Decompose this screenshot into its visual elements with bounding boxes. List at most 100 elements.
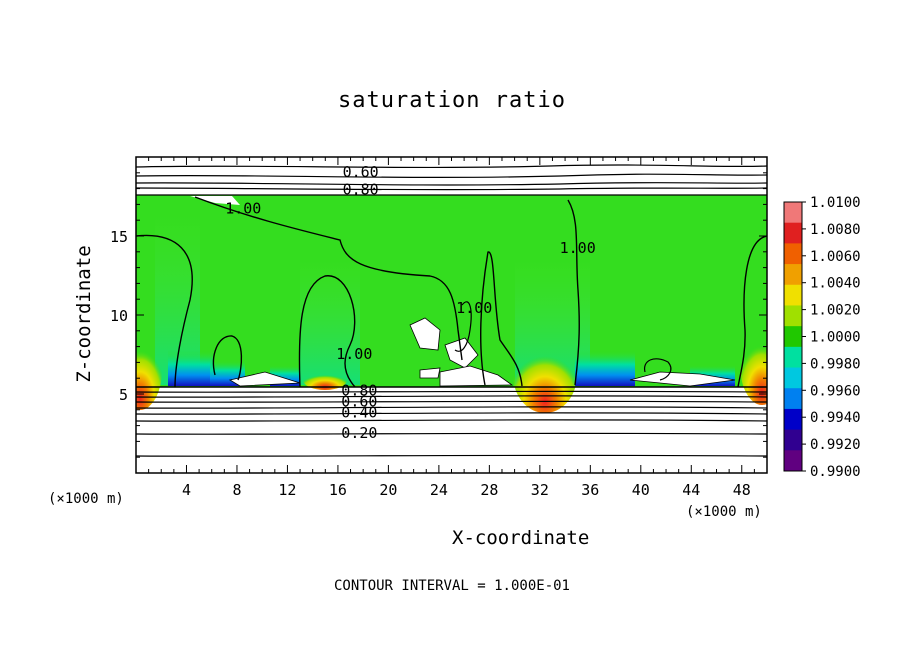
contour-line-1.00 (643, 358, 672, 381)
contour-line-lower (136, 390, 767, 393)
contour-line-lower (136, 400, 767, 403)
colorbar-swatch (784, 326, 802, 348)
contour-line-lower (136, 432, 767, 435)
x-tick-label: 12 (278, 481, 296, 499)
colorbar-swatch (784, 450, 802, 472)
colorbar-label: 1.0060 (810, 249, 861, 265)
colorbar-label: 0.9900 (810, 464, 861, 480)
colorbar-swatch (784, 346, 802, 369)
colorbar-label: 1.0080 (810, 222, 861, 238)
x-tick-label: 48 (733, 481, 751, 499)
colorbar-swatch (784, 429, 802, 451)
chart-title: saturation ratio (338, 88, 566, 113)
contour-line-lower (136, 419, 767, 422)
contour-line-1.00 (212, 335, 243, 381)
contour-label-text: 0.60 (343, 163, 379, 181)
x-unit-label-right: (×1000 m) (686, 504, 762, 520)
unsaturated-gap (409, 317, 441, 351)
x-tick-label: 4 (182, 481, 191, 499)
contour-label-text: 0.60 (341, 392, 377, 410)
contour-line-lower (136, 454, 767, 457)
colorbar-swatch (784, 284, 802, 306)
unsaturated-gap (190, 196, 240, 205)
contour-line-1.00 (480, 251, 523, 387)
contour-label-text: 1.00 (456, 299, 492, 317)
colorbar: 1.0100 1.0080 1.0060 1.0040 1.0020 1.0000 0.99… (783, 195, 861, 480)
contour-line-upper (136, 182, 767, 186)
colorbar-swatch (784, 367, 802, 389)
contour-label-text: 1.00 (225, 200, 261, 218)
contour-label-text: 0.80 (343, 181, 379, 199)
colorbar-swatch (784, 222, 802, 244)
y-tick-label: 15 (110, 228, 128, 246)
contour-label: 0.60 (341, 392, 377, 410)
contour-line-1.00 (194, 196, 463, 361)
subsaturated-region (575, 350, 635, 386)
x-tick-label: 40 (632, 481, 650, 499)
supersaturated-region (740, 325, 767, 405)
colorbar-label: 1.0020 (810, 303, 861, 319)
contour-label-text: 0.40 (341, 403, 377, 421)
x-tick-label: 44 (682, 481, 700, 499)
colorbar-label: 1.0100 (810, 195, 861, 211)
y-tick-label: 5 (119, 386, 128, 404)
colorbar-swatch (784, 305, 802, 327)
contour-label: 0.40 (341, 403, 377, 421)
colorbar-label: 1.0000 (810, 330, 861, 346)
colorbar-swatch (784, 202, 802, 224)
contour-line-upper (136, 173, 767, 178)
colorbar-label: 0.9980 (810, 356, 861, 372)
colorbar-label: 0.9940 (810, 410, 861, 426)
contour-line-lower (136, 395, 767, 398)
contour-line-1.00 (454, 301, 472, 352)
x-tick-label: 28 (480, 481, 498, 499)
contour-label: 1.00 (225, 200, 261, 218)
contour-label-text: 1.00 (560, 239, 596, 257)
contour-label: 0.80 (343, 181, 379, 199)
contour-line-lower (136, 406, 767, 409)
contour-line-1.00 (567, 199, 580, 386)
x-axis-label: X-coordinate (452, 527, 590, 549)
unsaturated-gap (419, 367, 441, 379)
contour-labels: 0.600.801.001.001.001.000.800.600.400.20 (225, 163, 596, 442)
colorbar-swatch (784, 408, 802, 431)
supersaturated-region (303, 370, 347, 390)
colorbar-swatch (784, 243, 802, 265)
pale-column (300, 260, 360, 385)
contour-line-1.00 (298, 275, 356, 388)
x-tick-label: 20 (379, 481, 397, 499)
contour-label: 0.60 (343, 163, 379, 181)
x-unit-label-left: (×1000 m) (48, 491, 124, 507)
contour-line-1.00 (737, 235, 767, 388)
contour-label-text: 0.80 (341, 381, 377, 399)
colorbar-swatch (784, 264, 802, 286)
colorbar-label: 0.9960 (810, 383, 861, 399)
contour-label: 1.00 (560, 239, 596, 257)
contour-label: 0.20 (341, 424, 377, 442)
contour-label-text: 1.00 (336, 345, 372, 363)
contour-line-upper (136, 164, 767, 169)
x-tick-label: 32 (531, 481, 549, 499)
x-tick-label: 24 (430, 481, 448, 499)
y-tick-label: 10 (110, 307, 128, 325)
contour-line-upper (136, 187, 767, 191)
contour-label: 1.00 (456, 299, 492, 317)
x-tick-label: 8 (232, 481, 241, 499)
contour-interval-note: CONTOUR INTERVAL = 1.000E-01 (333, 578, 570, 594)
contour-line-lower (136, 412, 767, 415)
colorbar-swatch (784, 388, 802, 410)
supersaturated-region (513, 337, 577, 413)
colorbar-label: 1.0040 (810, 276, 861, 292)
unsaturated-gap (439, 365, 514, 387)
plot-area: 0.600.801.001.001.001.000.800.600.400.20 (136, 163, 767, 457)
unsaturated-gap (629, 371, 736, 387)
x-tick-label: 16 (329, 481, 347, 499)
colorbar-label: 0.9920 (810, 437, 861, 453)
contour-line-1.00 (136, 234, 193, 388)
x-tick-label: 36 (581, 481, 599, 499)
contour-label: 0.80 (341, 381, 377, 399)
contour-label-text: 0.20 (341, 424, 377, 442)
contour-label: 1.00 (336, 345, 372, 363)
